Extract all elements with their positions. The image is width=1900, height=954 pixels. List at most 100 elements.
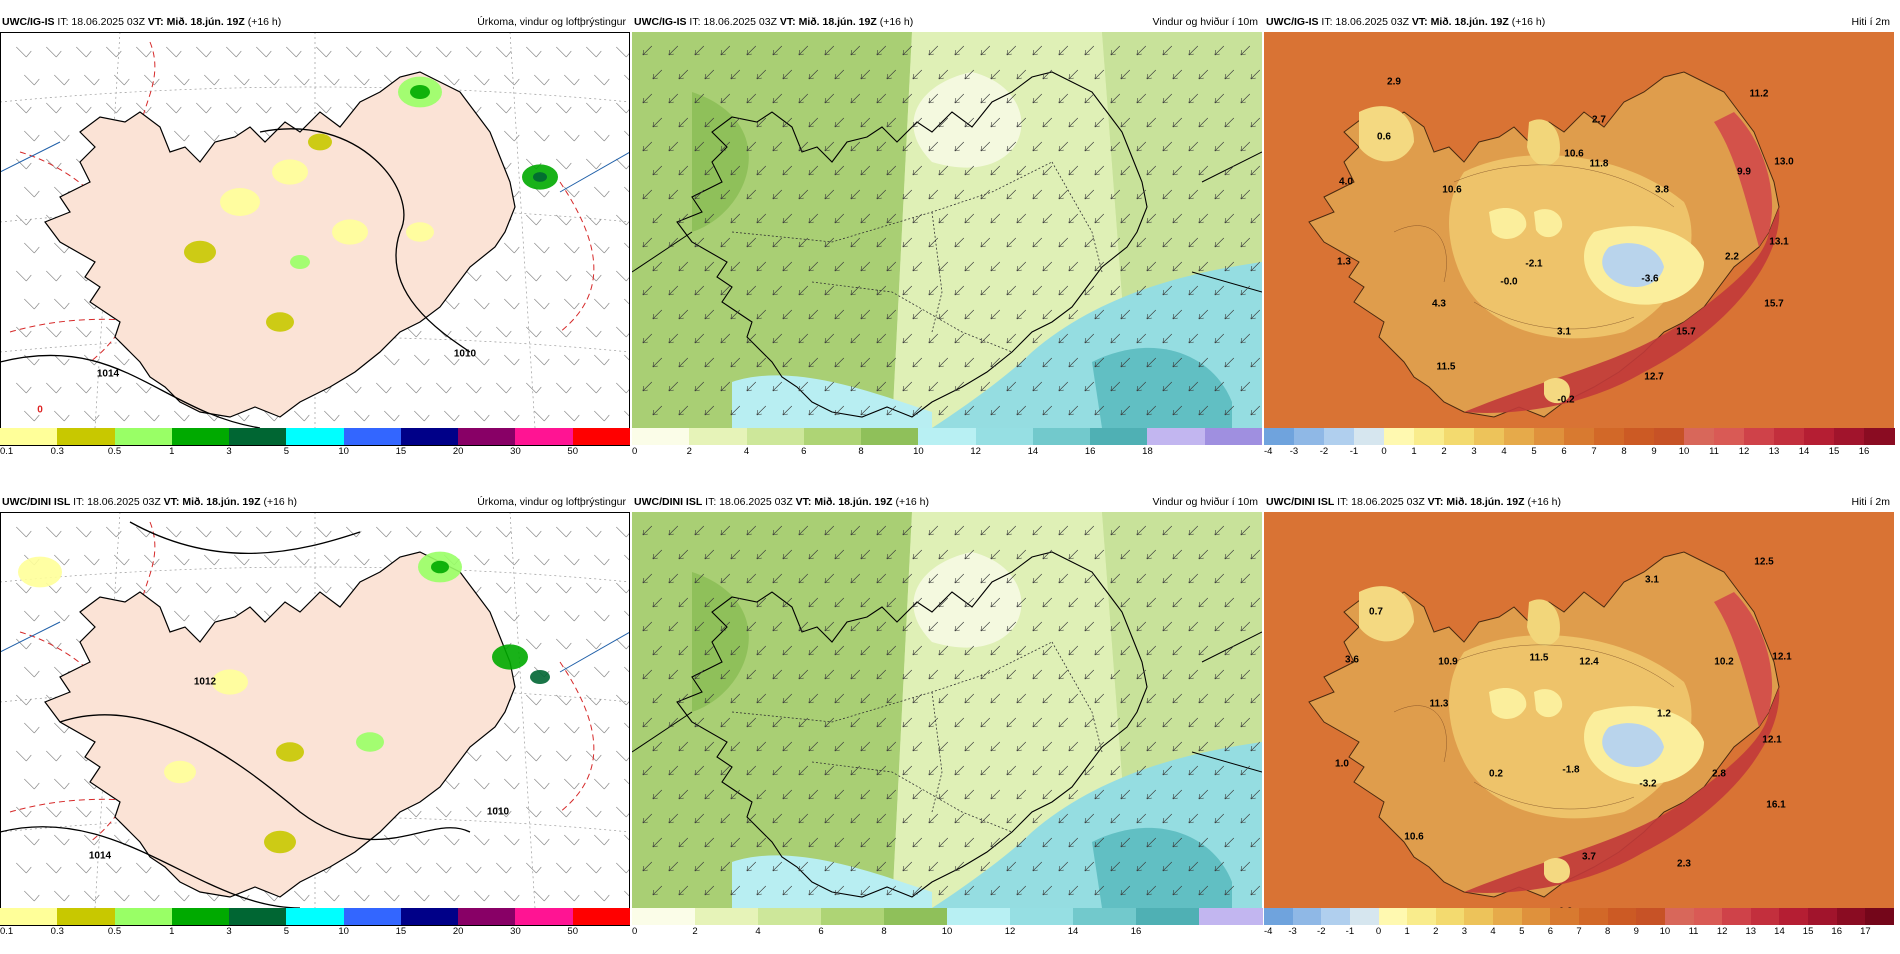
color-scale-tick: 17 bbox=[1860, 926, 1871, 937]
color-scale-swatch bbox=[803, 428, 862, 445]
color-scale bbox=[632, 428, 1263, 445]
valid-time: Mið. 18.jún. 19Z bbox=[798, 16, 877, 28]
color-scale-tick: 0.5 bbox=[107, 446, 122, 457]
map-value-label: 4.3 bbox=[1432, 298, 1446, 310]
color-scale-ticks: 0.1 0.3 0.5 1 3 5 10 15 20 30 50 bbox=[0, 446, 630, 460]
color-scale-swatch bbox=[1864, 428, 1895, 445]
color-scale-swatch bbox=[1834, 428, 1865, 445]
color-scale-swatch bbox=[1294, 428, 1325, 445]
panel-title: Úrkoma, vindur og loftþrýstingur bbox=[477, 496, 626, 508]
model-name: UWC/DINI ISL bbox=[634, 496, 703, 508]
map-canvas bbox=[632, 512, 1262, 908]
map-view[interactable]: 2.9 0.6 4.0 1.3 10.6 2.7 11.2 10.6 11.8 3.8 9.9 13.… bbox=[1264, 32, 1894, 446]
map-value-label: 2.7 bbox=[1592, 114, 1606, 126]
map-value-label: 0.2 bbox=[1489, 768, 1503, 780]
color-scale-tick: 1 bbox=[1404, 926, 1410, 937]
color-scale-tick: 0.1 bbox=[0, 446, 14, 457]
color-scale-swatch bbox=[1804, 428, 1835, 445]
color-scale-swatch bbox=[1865, 908, 1895, 925]
color-scale bbox=[1264, 908, 1895, 925]
map-value-label: 0.6 bbox=[1377, 131, 1391, 143]
color-scale-swatch bbox=[114, 428, 173, 445]
color-scale-swatch bbox=[1136, 908, 1200, 925]
map-value-label: 15.7 bbox=[1676, 326, 1696, 338]
color-scale-tick: 20 bbox=[452, 446, 464, 457]
model-name: UWC/IG-IS bbox=[634, 16, 687, 28]
color-scale-tick: 10 bbox=[338, 446, 349, 457]
map-view[interactable] bbox=[632, 32, 1262, 446]
map-value-label: 0.7 bbox=[1369, 606, 1383, 618]
map-value-label: 3.8 bbox=[1655, 184, 1669, 196]
color-scale-tick: 15 bbox=[1828, 446, 1840, 457]
map-view[interactable] bbox=[632, 512, 1262, 926]
map-canvas bbox=[0, 512, 630, 908]
map-view[interactable]: 12.5 0.7 3.1 3.6 10.9 11.5 12.4 10.2 12.1 11.3 1.2… bbox=[1264, 512, 1894, 926]
color-scale-tick: 12 bbox=[1004, 926, 1016, 937]
color-scale-tick: 8 bbox=[1621, 446, 1627, 457]
color-scale-tick: 10 bbox=[338, 926, 349, 937]
color-scale-tick: 10 bbox=[913, 446, 924, 457]
color-scale-ticks: 0 2 4 6 8 10 12 14 16 18 bbox=[632, 446, 1262, 460]
color-scale bbox=[632, 908, 1263, 925]
color-scale-swatch bbox=[1414, 428, 1445, 445]
map-value-label: 11.5 bbox=[1529, 652, 1549, 664]
color-scale-tick: 6 bbox=[801, 446, 807, 457]
lead-time: (+16 h) bbox=[1527, 496, 1562, 508]
panel-header: UWC/IG-IS IT: 18.06.2025 03Z VT: Mið. 18… bbox=[1266, 14, 1892, 30]
color-scale-swatch bbox=[343, 428, 402, 445]
color-scale-tick: -2 bbox=[1319, 446, 1329, 457]
color-scale-tick: 0 bbox=[1381, 446, 1387, 457]
map-canvas bbox=[0, 32, 630, 428]
map-value-label: 2.3 bbox=[1677, 858, 1691, 870]
color-scale-tick: 12 bbox=[1738, 446, 1750, 457]
map-canvas bbox=[632, 32, 1262, 428]
panel-title: Vindur og hviður í 10m bbox=[1152, 496, 1258, 508]
color-scale-tick: 0.3 bbox=[50, 446, 64, 457]
map-value-label: 9.9 bbox=[1737, 166, 1751, 178]
valid-time-label: VT: bbox=[147, 16, 164, 28]
color-scale-tick: -1 bbox=[1345, 926, 1355, 937]
map-value-label: -0.0 bbox=[1500, 276, 1518, 288]
map-view[interactable]: 1010 1014 1012 bbox=[0, 512, 630, 926]
color-scale-tick: -3 bbox=[1288, 926, 1297, 937]
color-scale-swatch bbox=[1204, 428, 1263, 445]
map-view[interactable]: 1010 1014 0 bbox=[0, 32, 630, 446]
color-scale-swatch bbox=[1199, 908, 1263, 925]
valid-time-label: VT: bbox=[163, 496, 180, 508]
map-value-label: 10.6 bbox=[1404, 831, 1424, 843]
color-scale-swatch bbox=[821, 908, 885, 925]
map-value-label: 12.1 bbox=[1772, 651, 1792, 663]
color-scale-swatch bbox=[746, 428, 805, 445]
panel-bottom-temp: UWC/DINI ISL IT: 18.06.2025 03Z VT: Mið.… bbox=[1264, 494, 1895, 954]
map-value-label: -0.2 bbox=[1557, 394, 1575, 406]
map-value-label: 10.6 bbox=[1442, 184, 1462, 196]
color-scale-swatch bbox=[114, 908, 173, 925]
color-scale-tick: -2 bbox=[1317, 926, 1326, 937]
color-scale-tick: 9 bbox=[1651, 446, 1657, 457]
map-value-label: 3.1 bbox=[1645, 574, 1659, 586]
color-scale-tick: 18 bbox=[1142, 446, 1153, 457]
color-scale-tick: 14 bbox=[1067, 926, 1079, 937]
map-value-label: 12.4 bbox=[1579, 656, 1599, 668]
issue-time: IT: 18.06.2025 03Z bbox=[73, 496, 161, 508]
lead-time: (+16 h) bbox=[263, 496, 298, 508]
color-scale-swatch bbox=[1774, 428, 1805, 445]
color-scale-swatch bbox=[884, 908, 948, 925]
map-value-label: 1014 bbox=[96, 368, 120, 380]
valid-time-label: VT: bbox=[779, 16, 796, 28]
color-scale-tick: 16 bbox=[1084, 446, 1096, 457]
valid-time: Mið. 18.jún. 19Z bbox=[814, 496, 893, 508]
color-scale-swatch bbox=[515, 908, 574, 925]
color-scale-tick: 12 bbox=[970, 446, 981, 457]
color-scale-swatch bbox=[1147, 428, 1206, 445]
color-scale-tick: 3 bbox=[226, 926, 232, 937]
color-scale-swatch bbox=[0, 428, 58, 445]
panel-title: Úrkoma, vindur og loftþrýstingur bbox=[477, 16, 626, 28]
color-scale-swatch bbox=[1722, 908, 1752, 925]
color-scale-tick: 15 bbox=[395, 446, 407, 457]
color-scale-tick: 14 bbox=[1774, 926, 1785, 937]
color-scale bbox=[0, 428, 631, 445]
panel-top-temp: UWC/IG-IS IT: 18.06.2025 03Z VT: Mið. 18… bbox=[1264, 14, 1895, 474]
color-scale-swatch bbox=[1354, 428, 1385, 445]
color-scale-swatch bbox=[918, 428, 977, 445]
